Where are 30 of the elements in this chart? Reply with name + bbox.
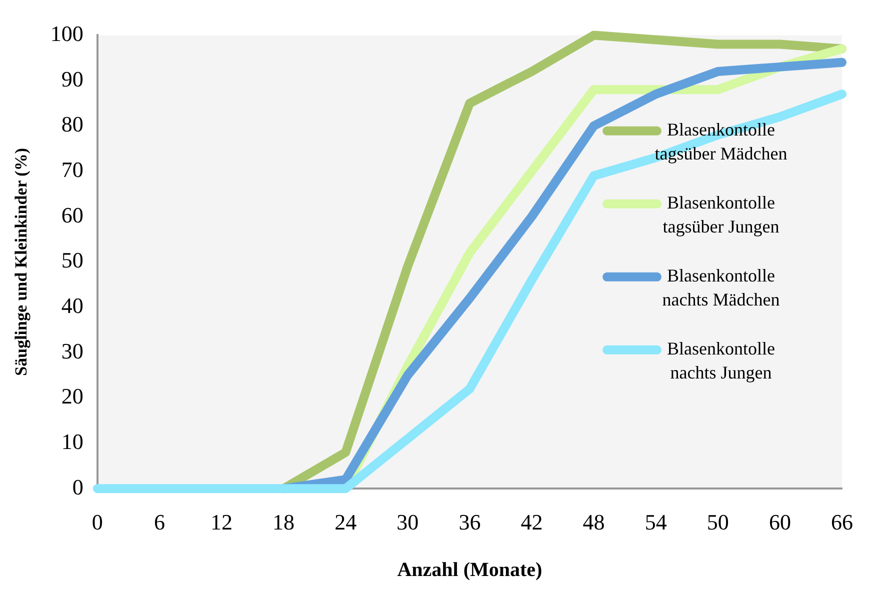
y-tick-label: 50 [61, 248, 84, 273]
y-tick-label: 20 [61, 384, 84, 409]
y-axis-title: Säuglinge und Kleinkinder (%) [12, 148, 31, 376]
y-tick-label: 40 [61, 293, 84, 318]
y-tick-label: 70 [61, 157, 84, 182]
y-tick-label: 30 [61, 338, 84, 364]
y-tick-label: 80 [61, 112, 84, 137]
x-tick-label: 6 [154, 510, 165, 535]
x-axis-title: Anzahl (Monate) [397, 559, 542, 582]
x-tick-label: 30 [396, 510, 419, 535]
y-tick-label: 0 [72, 474, 84, 500]
x-tick-label: 0 [92, 510, 103, 535]
y-tick-label: 100 [50, 20, 84, 46]
x-tick-label: 42 [520, 510, 543, 535]
y-tick-label: 10 [61, 429, 84, 454]
legend-label: Blasenkontolle tagsüber Jungen [662, 192, 780, 237]
x-tick-label: 24 [334, 510, 357, 535]
x-tick-label: 60 [768, 510, 791, 535]
x-tick-label: 36 [458, 510, 481, 535]
x-tick-label: 18 [272, 510, 295, 535]
x-tick-label: 66 [831, 510, 853, 535]
x-tick-label: 54 [644, 510, 667, 535]
x-tick-label: 50 [706, 510, 729, 535]
legend-label: Blasenkontolle nachts Jungen [667, 338, 775, 383]
y-tick-label: 90 [61, 66, 84, 92]
x-tick-label: 48 [582, 510, 605, 535]
y-tick-label: 60 [61, 202, 84, 228]
legend-label: Blasenkontolle nachts Mädchen [662, 266, 780, 310]
x-tick-label: 12 [210, 510, 232, 535]
legend-label: Blasenkontolle tagsüber Mädchen [654, 120, 788, 164]
